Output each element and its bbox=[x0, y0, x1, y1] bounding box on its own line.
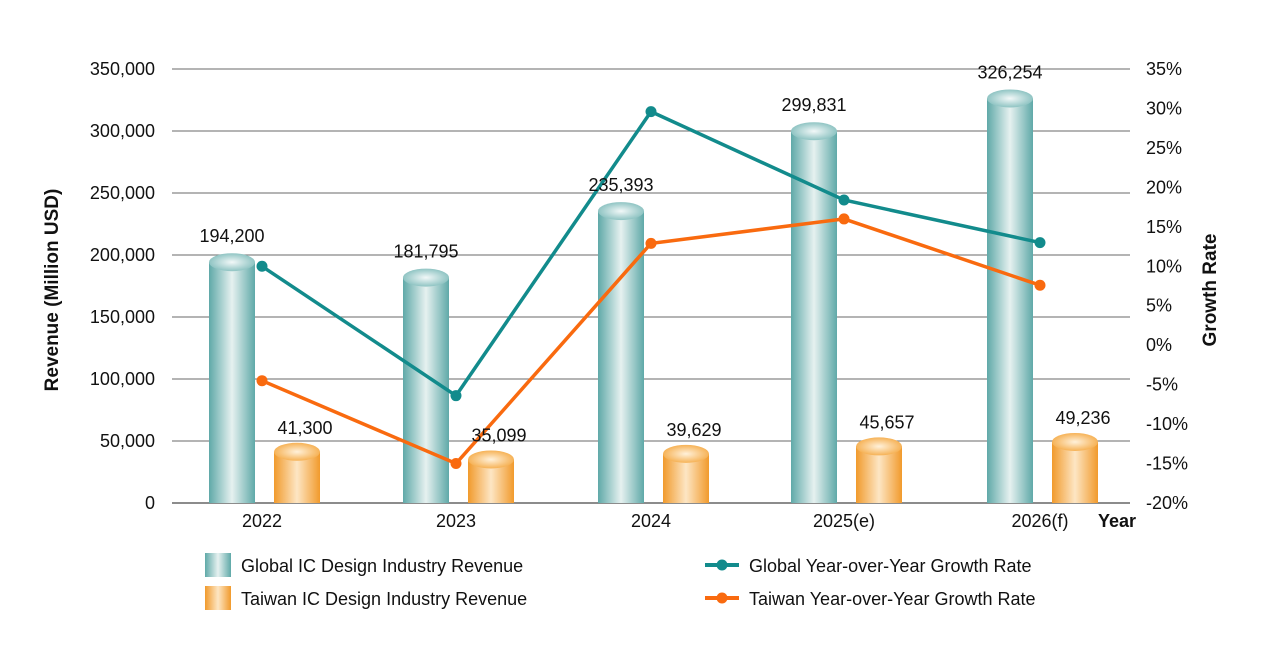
taiwan-growth-line bbox=[261, 217, 1041, 466]
global-revenue-bar bbox=[209, 253, 255, 503]
taiwan-revenue-bar-top bbox=[468, 450, 514, 469]
taiwan-growth-point bbox=[1034, 279, 1046, 291]
global-revenue-bar-top bbox=[791, 122, 837, 141]
legend-label: Taiwan Year-over-Year Growth Rate bbox=[749, 589, 1036, 609]
taiwan-revenue-bar-body bbox=[856, 446, 902, 503]
y-tick-label: 350,000 bbox=[90, 59, 155, 79]
taiwan-revenue-bar-body bbox=[1052, 441, 1098, 503]
y2-tick-label: 35% bbox=[1146, 59, 1182, 79]
y2-tick-label: -10% bbox=[1146, 414, 1188, 434]
taiwan-revenue-bar bbox=[274, 442, 320, 503]
legend-marker bbox=[716, 592, 728, 604]
taiwan-revenue-bar-label: 39,629 bbox=[666, 420, 721, 440]
global-revenue-bar-label: 326,254 bbox=[977, 62, 1042, 82]
global-growth-point bbox=[645, 106, 657, 118]
x-tick-label: 2025(e) bbox=[813, 511, 875, 531]
global-growth-line bbox=[261, 109, 1041, 399]
legend-swatch bbox=[205, 553, 231, 577]
taiwan-revenue-bar-label: 35,099 bbox=[471, 425, 526, 445]
global-revenue-bar-top bbox=[987, 89, 1033, 108]
taiwan-growth-point bbox=[450, 458, 462, 470]
global-growth-point bbox=[450, 390, 462, 402]
y-tick-label: 50,000 bbox=[100, 431, 155, 451]
legend-label: Global Year-over-Year Growth Rate bbox=[749, 556, 1032, 576]
growth-lines bbox=[256, 106, 1046, 470]
taiwan-growth-point bbox=[645, 237, 657, 249]
global-revenue-bar-body bbox=[209, 262, 255, 503]
x-tick-label: 2023 bbox=[436, 511, 476, 531]
x-tick-label: 2026(f) bbox=[1011, 511, 1068, 531]
gridlines bbox=[172, 68, 1130, 504]
y-tick-label: 250,000 bbox=[90, 183, 155, 203]
taiwan-growth-point bbox=[256, 375, 268, 387]
global-growth-point bbox=[838, 194, 850, 206]
taiwan-revenue-bar bbox=[1052, 432, 1098, 503]
y2-tick-label: -20% bbox=[1146, 493, 1188, 513]
global-revenue-bar-body bbox=[598, 211, 644, 504]
global-revenue-bar-top bbox=[209, 253, 255, 272]
taiwan-revenue-bar-label: 41,300 bbox=[277, 418, 332, 438]
global-revenue-bar-body bbox=[987, 98, 1033, 503]
y-tick-label: 200,000 bbox=[90, 245, 155, 265]
y2-tick-label: 5% bbox=[1146, 296, 1172, 316]
y2-tick-label: 10% bbox=[1146, 256, 1182, 276]
global-revenue-bar-label: 235,393 bbox=[588, 175, 653, 195]
global-revenue-bar-top bbox=[403, 268, 449, 287]
y2-axis-title: Growth Rate bbox=[1200, 234, 1221, 347]
global-revenue-bar-label: 299,831 bbox=[781, 95, 846, 115]
global-growth-point bbox=[256, 260, 268, 272]
x-tick-label: 2024 bbox=[631, 511, 671, 531]
global-revenue-bar bbox=[987, 89, 1033, 503]
labels: 0 50,000 100,000 150,000 200,000 250,000 300,0… bbox=[90, 59, 1188, 531]
y-tick-label: 300,000 bbox=[90, 121, 155, 141]
legend-swatch bbox=[205, 586, 231, 610]
taiwan-revenue-bar-top bbox=[663, 444, 709, 463]
global-revenue-bar-label: 194,200 bbox=[199, 226, 264, 246]
y2-tick-label: -5% bbox=[1146, 375, 1178, 395]
legend-label: Global IC Design Industry Revenue bbox=[241, 556, 523, 576]
taiwan-revenue-bar-label: 45,657 bbox=[859, 412, 914, 432]
x-tick-label: 2022 bbox=[242, 511, 282, 531]
taiwan-revenue-bar bbox=[856, 437, 902, 503]
global-revenue-bar bbox=[598, 202, 644, 504]
taiwan-revenue-bar-label: 49,236 bbox=[1055, 408, 1110, 428]
taiwan-growth-point bbox=[838, 213, 850, 225]
y2-tick-label: 30% bbox=[1146, 98, 1182, 118]
y-tick-label: 100,000 bbox=[90, 369, 155, 389]
taiwan-revenue-bar bbox=[663, 444, 709, 503]
taiwan-revenue-bar bbox=[468, 450, 514, 503]
y2-tick-label: 15% bbox=[1146, 217, 1182, 237]
legend-label: Taiwan IC Design Industry Revenue bbox=[241, 589, 527, 609]
taiwan-revenue-bar-top bbox=[274, 442, 320, 461]
bars bbox=[209, 89, 1098, 504]
y-tick-label: 150,000 bbox=[90, 307, 155, 327]
taiwan-revenue-bar-top bbox=[856, 437, 902, 456]
global-revenue-bar bbox=[403, 268, 449, 503]
y2-tick-label: 20% bbox=[1146, 177, 1182, 197]
global-growth-point bbox=[1034, 237, 1046, 249]
global-revenue-bar-top bbox=[598, 202, 644, 221]
taiwan-revenue-bar-top bbox=[1052, 432, 1098, 451]
global-revenue-bar-body bbox=[403, 277, 449, 503]
y2-tick-label: 25% bbox=[1146, 138, 1182, 158]
global-revenue-bar-label: 181,795 bbox=[393, 242, 458, 262]
legend-marker bbox=[716, 559, 728, 571]
y2-tick-label: 0% bbox=[1146, 335, 1172, 355]
legend: Global IC Design Industry Revenue Taiwan … bbox=[205, 553, 1036, 610]
y2-tick-label: -15% bbox=[1146, 454, 1188, 474]
y-tick-label: 0 bbox=[145, 493, 155, 513]
y-axis-title: Revenue (Million USD) bbox=[42, 189, 63, 392]
x-axis-title: Year bbox=[1098, 511, 1136, 531]
